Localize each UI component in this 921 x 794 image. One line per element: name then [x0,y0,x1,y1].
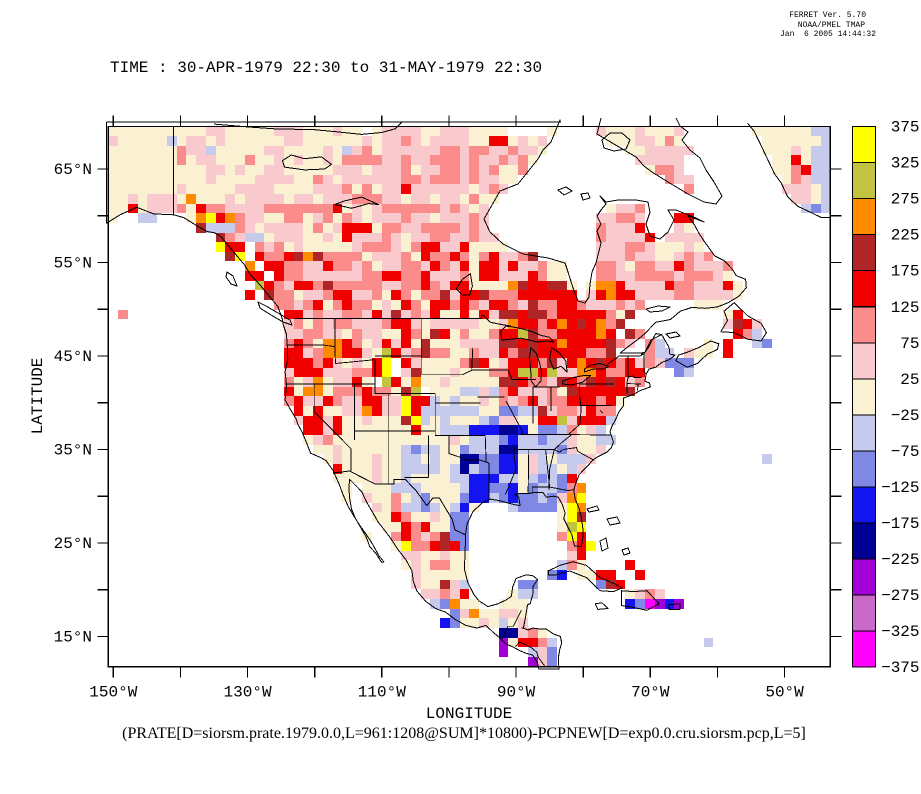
svg-text:−325: −325 [881,623,919,641]
svg-text:65°N: 65°N [54,161,92,179]
svg-text:TIME : 30-APR-1979 22:30 to 31: TIME : 30-APR-1979 22:30 to 31-MAY-1979 … [110,59,542,77]
svg-text:15°N: 15°N [54,629,92,647]
svg-text:75: 75 [900,335,919,353]
svg-text:275: 275 [891,191,920,209]
svg-text:70°W: 70°W [631,683,670,701]
svg-text:130°W: 130°W [224,683,272,701]
svg-text:35°N: 35°N [54,442,92,460]
svg-text:90°W: 90°W [497,683,536,701]
svg-text:125: 125 [891,299,920,317]
svg-text:−175: −175 [881,515,919,533]
svg-text:−25: −25 [891,407,920,425]
svg-text:−125: −125 [881,479,919,497]
svg-text:−275: −275 [881,587,919,605]
svg-text:375: 375 [891,119,920,137]
svg-text:Jan 6 2005 14:44:32: Jan 6 2005 14:44:32 [780,30,876,39]
svg-text:25: 25 [900,371,919,389]
svg-text:−225: −225 [881,551,919,569]
svg-text:−375: −375 [881,659,919,677]
svg-text:50°W: 50°W [765,683,804,701]
svg-text:150°W: 150°W [89,683,137,701]
svg-text:FERRET Ver. 5.70: FERRET Ver. 5.70 [789,11,866,20]
svg-text:LATITUDE: LATITUDE [29,358,47,435]
svg-text:(PRATE[D=siorsm.prate.1979.0.0: (PRATE[D=siorsm.prate.1979.0.0,L=961:120… [122,725,806,742]
svg-text:110°W: 110°W [358,683,406,701]
svg-text:NOAA/PMEL TMAP: NOAA/PMEL TMAP [798,21,865,30]
svg-text:55°N: 55°N [54,255,92,273]
svg-text:325: 325 [891,155,920,173]
svg-text:−75: −75 [891,443,920,461]
svg-text:25°N: 25°N [54,535,92,553]
svg-text:45°N: 45°N [54,348,92,366]
svg-text:LONGITUDE: LONGITUDE [426,705,512,723]
svg-text:225: 225 [891,227,920,245]
svg-text:175: 175 [891,263,920,281]
